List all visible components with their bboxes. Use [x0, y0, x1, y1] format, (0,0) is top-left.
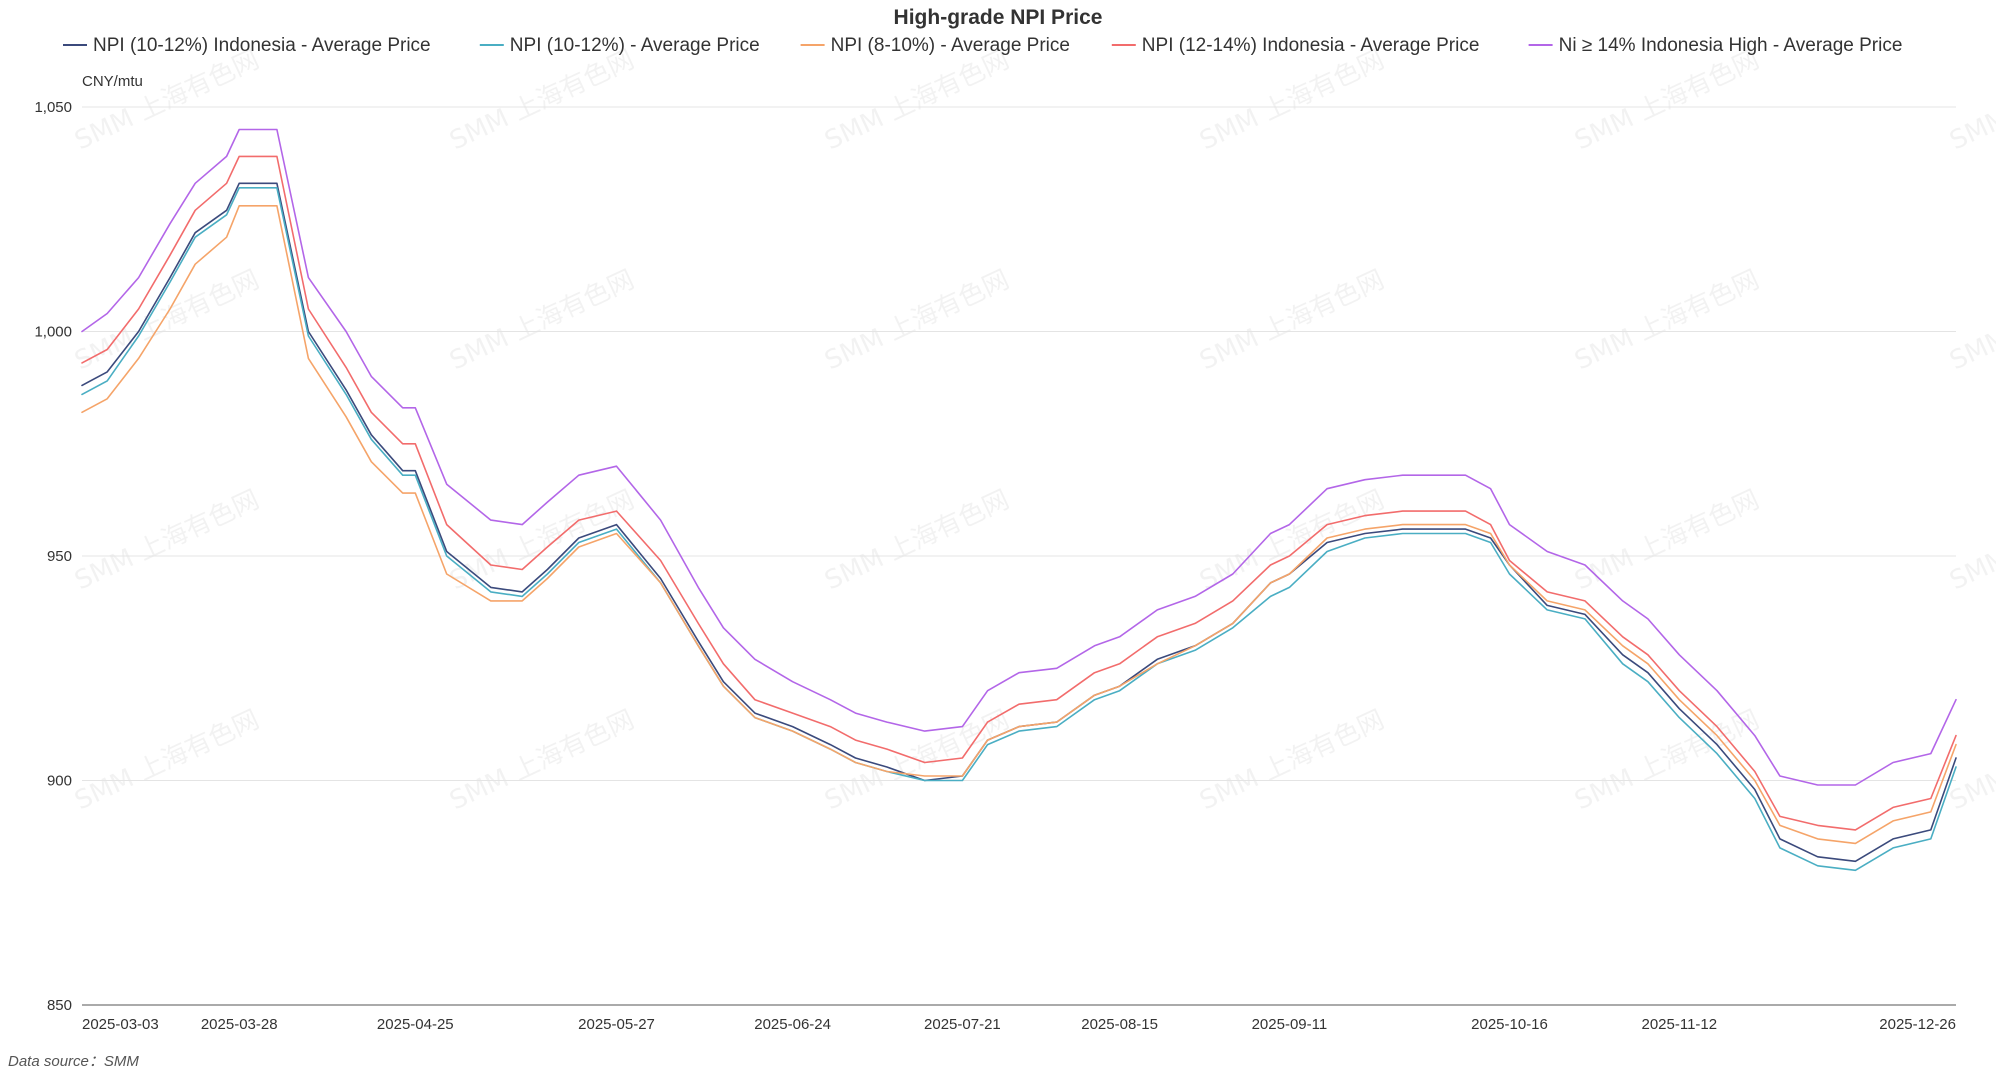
legend-label: NPI (8-10%) - Average Price — [831, 35, 1070, 56]
watermark-text: SMM 上海有色网 — [1570, 265, 1764, 377]
watermark-text: SMM 上海有色网 — [820, 485, 1014, 597]
legend-label: Ni ≥ 14% Indonesia High - Average Price — [1559, 35, 1903, 56]
watermark-text: SMM 上海有色网 — [1570, 45, 1764, 157]
y-axis-ticks: 850 900 950 1,000 1,050 — [34, 99, 72, 1014]
watermark-text: SMM 上海有色网 — [70, 705, 264, 817]
watermark-text: SMM 上海有色网 — [445, 265, 639, 377]
x-axis-ticks: 2025-03-03 2025-03-28 2025-04-25 2025-05-27… — [82, 1016, 1956, 1033]
x-tick-label: 2025-11-12 — [1641, 1016, 1717, 1033]
watermark-layer: SMM 上海有色网 SMM 上海有色网 SMM 上海有色网 SMM 上海有色网 SMM … — [70, 45, 1996, 817]
y-tick-label: 900 — [47, 773, 72, 790]
watermark-text: SMM 上海有色网 — [820, 45, 1014, 157]
watermark-text: SMM 上海有色网 — [820, 265, 1014, 377]
x-tick-label: 2025-06-24 — [754, 1016, 831, 1033]
x-tick-label: 2025-10-16 — [1471, 1016, 1548, 1033]
watermark-text: SMM 上海有色网 — [70, 485, 264, 597]
y-tick-label: 1,000 — [34, 324, 72, 341]
watermark-text: SMM 上海有色网 — [1945, 485, 1996, 597]
series-line-2[interactable] — [81, 187, 1957, 872]
x-tick-label: 2025-08-15 — [1081, 1016, 1158, 1033]
legend-item-4[interactable]: NPI (12-14%) Indonesia - Average Price — [1111, 35, 1480, 56]
series-line-5[interactable] — [81, 128, 1957, 786]
watermark-text: SMM 上海有色网 — [445, 45, 639, 157]
watermark-text: SMM 上海有色网 — [1945, 705, 1996, 817]
x-tick-label: 2025-09-11 — [1252, 1016, 1328, 1033]
legend-item-2[interactable]: NPI (10-12%) - Average Price — [479, 35, 760, 56]
x-tick-label: 2025-12-26 — [1879, 1016, 1956, 1033]
legend-item-5[interactable]: Ni ≥ 14% Indonesia High - Average Price — [1528, 35, 1903, 56]
y-tick-label: 1,050 — [34, 99, 72, 116]
watermark-text: SMM 上海有色网 — [1570, 705, 1764, 817]
watermark-text: SMM 上海有色网 — [1195, 265, 1389, 377]
legend-item-1[interactable]: NPI (10-12%) Indonesia - Average Price — [63, 35, 431, 56]
watermark-text: SMM 上海有色网 — [1195, 705, 1389, 817]
y-tick-label: 950 — [47, 548, 72, 565]
watermark-text: SMM 上海有色网 — [1195, 45, 1389, 157]
legend-label: NPI (12-14%) Indonesia - Average Price — [1142, 35, 1480, 56]
watermark-text: SMM 上海有色网 — [1945, 265, 1996, 377]
chart-title: High-grade NPI Price — [894, 6, 1103, 29]
legend[interactable]: NPI (10-12%) Indonesia - Average Price NP… — [63, 35, 1902, 56]
x-tick-label: 2025-03-28 — [201, 1016, 278, 1033]
legend-label: NPI (10-12%) - Average Price — [510, 35, 760, 56]
legend-item-3[interactable]: NPI (8-10%) - Average Price — [800, 35, 1070, 56]
gridlines — [82, 106, 1956, 781]
x-tick-label: 2025-03-03 — [82, 1016, 159, 1033]
x-tick-label: 2025-04-25 — [377, 1016, 454, 1033]
watermark-text: SMM 上海有色网 — [445, 705, 639, 817]
series-group — [81, 128, 1957, 872]
series-line-3[interactable] — [81, 205, 1957, 845]
legend-label: NPI (10-12%) Indonesia - Average Price — [93, 35, 431, 56]
watermark-text: SMM 上海有色网 — [1945, 45, 1996, 157]
y-tick-label: 850 — [47, 997, 72, 1014]
x-tick-label: 2025-05-27 — [578, 1016, 655, 1033]
y-axis-unit-label: CNY/mtu — [82, 73, 143, 90]
series-line-4[interactable] — [81, 155, 1957, 831]
data-source-label: Data source：SMM — [8, 1053, 139, 1070]
x-tick-label: 2025-07-21 — [924, 1016, 1001, 1033]
